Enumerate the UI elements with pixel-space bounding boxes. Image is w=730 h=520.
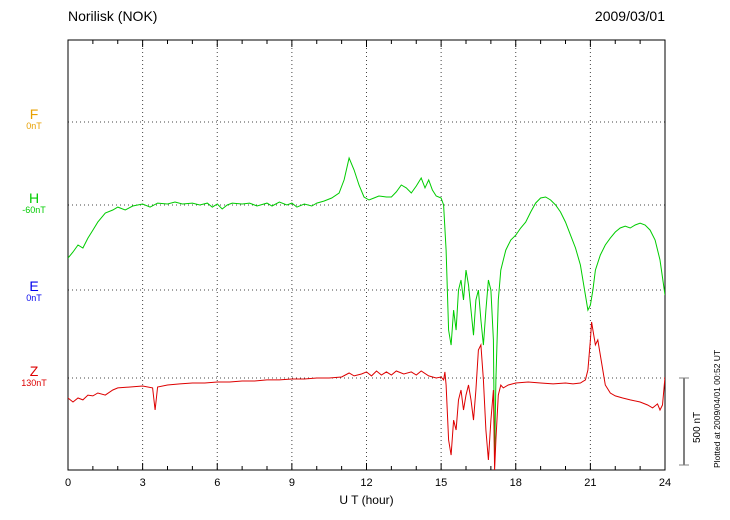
component-label-e: E 0nT xyxy=(8,278,60,304)
scale-bar-label: 500 nT xyxy=(692,411,703,443)
x-tick-label-3: 3 xyxy=(140,477,146,489)
x-tick-label-12: 12 xyxy=(360,477,372,489)
x-tick-label-0: 0 xyxy=(65,477,71,489)
x-tick-label-6: 6 xyxy=(214,477,220,489)
component-letter-e: E xyxy=(29,278,39,294)
plotted-timestamp: Plotted at 2009/04/01 00:52 UT xyxy=(712,349,722,468)
trace-H xyxy=(68,156,665,461)
station-title: Norilisk (NOK) xyxy=(68,8,158,24)
component-label-h: H -60nT xyxy=(8,190,60,216)
component-baseline-e: 0nT xyxy=(26,293,42,304)
component-label-f: F 0nT xyxy=(8,106,60,132)
x-tick-label-24: 24 xyxy=(659,477,671,489)
x-axis-label: U T (hour) xyxy=(339,493,394,507)
component-baseline-h: -60nT xyxy=(22,205,46,216)
x-tick-label-18: 18 xyxy=(510,477,522,489)
x-tick-label-21: 21 xyxy=(584,477,596,489)
component-label-z: Z 130nT xyxy=(8,363,60,389)
component-letter-z: Z xyxy=(29,363,39,379)
date-label: 2009/03/01 xyxy=(594,8,665,24)
component-letter-h: H xyxy=(28,190,40,206)
component-baseline-f: 0nT xyxy=(26,121,42,132)
component-baseline-z: 130nT xyxy=(21,378,47,389)
component-letter-f: F xyxy=(29,106,39,122)
x-tick-label-9: 9 xyxy=(289,477,295,489)
x-tick-label-15: 15 xyxy=(435,477,447,489)
trace-Z xyxy=(68,321,665,470)
